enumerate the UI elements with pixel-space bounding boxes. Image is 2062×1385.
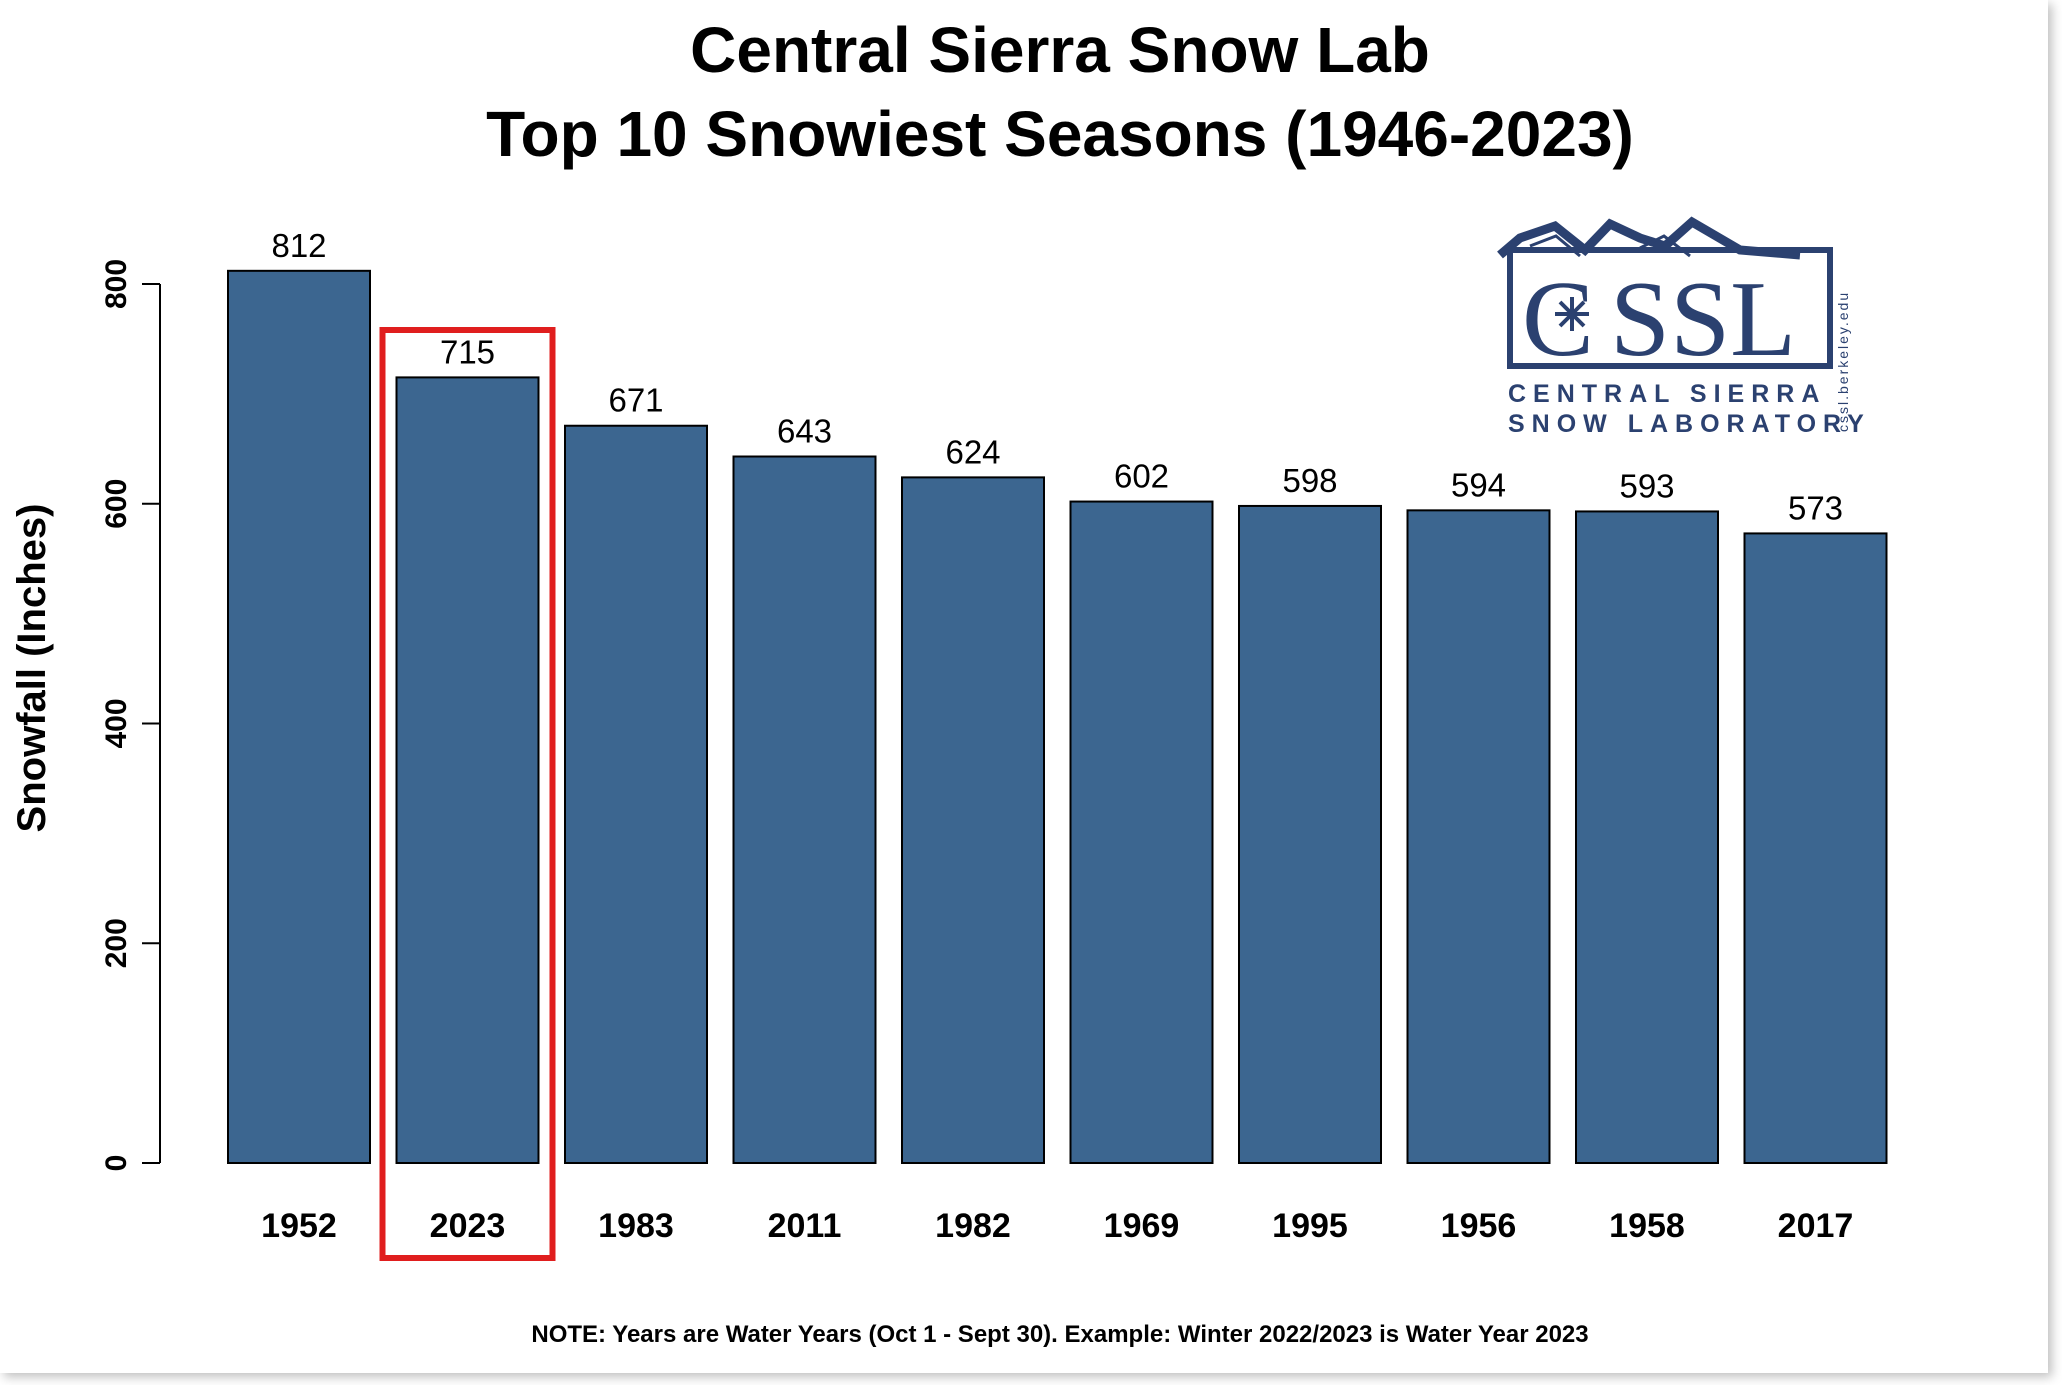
x-tick-label: 1982 [935,1207,1011,1245]
x-tick-label: 2011 [768,1207,842,1245]
mountain-peaks-icon [1497,216,1801,260]
y-axis-label: Snowfall (Inches) [10,504,54,833]
data-label: 598 [1282,462,1337,499]
data-label: 812 [271,227,326,264]
x-tick-label: 1956 [1441,1207,1517,1245]
y-tick-label: 0 [100,1155,133,1172]
bar [395,376,540,1164]
data-label: 593 [1619,467,1674,504]
x-tick-labels: 1952 2023 1983 2011 1982 1969 1995 1956 1958 2017 [261,1207,1853,1245]
footnote: NOTE: Years are Water Years (Oct 1 - Sep… [531,1321,1588,1348]
snowflake-icon [1555,297,1589,331]
bars [227,269,1888,1165]
data-label: 715 [440,333,495,370]
y-tick-label: 600 [100,479,133,529]
y-tick-label: 800 [100,259,133,309]
x-tick-label: 1969 [1104,1207,1180,1245]
logo-letters-c: C [1522,260,1594,379]
logo-line2: SNOW LABORATORY [1508,410,1871,438]
data-labels: 812 715 671 643 624 602 598 594 593 573 [271,227,1843,527]
x-tick-label: 1995 [1272,1207,1348,1245]
bar [1743,532,1888,1164]
bar [1575,510,1719,1165]
x-tick-label: 2023 [430,1207,506,1245]
cssl-logo: C SSL CENTRAL SIERRA SNOW LABORATORY css… [1497,216,1871,438]
highlight-box-group [379,327,556,1261]
chart-title-line1: Central Sierra Snow Lab [690,14,1430,86]
highlight-box [379,327,556,1261]
x-tick-label: 1958 [1609,1207,1685,1245]
bar [564,424,708,1164]
logo-url: cssl.berkeley.edu [1835,291,1851,432]
x-tick-label: 1952 [261,1207,337,1245]
x-tick-label: 2017 [1778,1207,1854,1245]
data-label: 602 [1114,458,1169,495]
x-tick-label: 1983 [598,1207,674,1245]
data-label: 671 [608,382,663,419]
data-label: 594 [1451,466,1506,503]
bar [1406,509,1551,1164]
logo-line1: CENTRAL SIERRA [1508,380,1826,408]
bar [227,269,371,1164]
data-label: 624 [945,433,1000,470]
bar [732,455,877,1165]
logo-letters-ssl: SSL [1610,260,1796,379]
bar [901,476,1045,1164]
y-tick-label: 400 [100,698,133,748]
chart-title-line2: Top 10 Snowiest Seasons (1946-2023) [486,98,1634,170]
data-label: 573 [1788,489,1843,526]
y-tick-label: 200 [100,918,133,968]
bar [1069,500,1214,1164]
data-label: 643 [777,413,832,450]
logo-border [1507,247,1833,369]
bar [1238,504,1382,1164]
y-axis: 0 200 400 600 800 [100,259,161,1172]
